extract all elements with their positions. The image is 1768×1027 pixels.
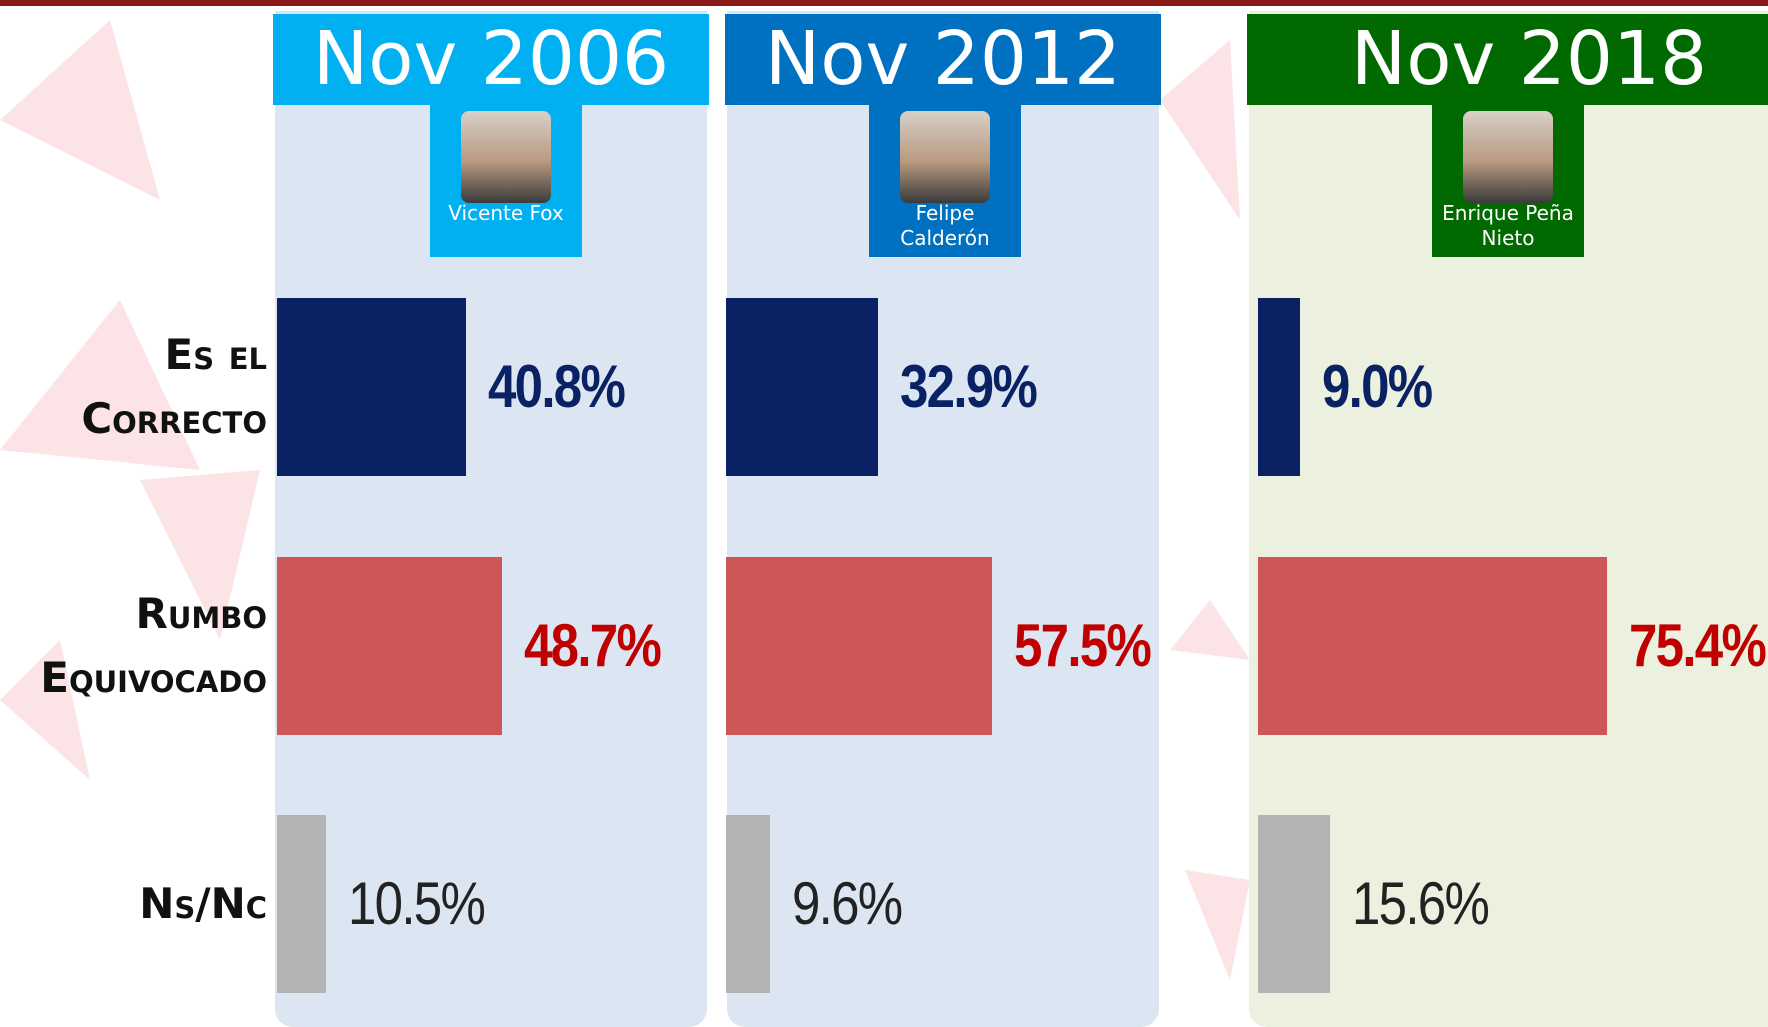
value-label: 75.4% bbox=[1629, 612, 1767, 679]
bar bbox=[1258, 298, 1300, 476]
value-label: 9.6% bbox=[792, 870, 903, 937]
bar bbox=[1258, 815, 1331, 993]
category-label: Es el Correcto bbox=[81, 330, 267, 443]
president-name: Vicente Fox bbox=[448, 201, 564, 225]
president-photo bbox=[1463, 111, 1553, 203]
president-card: Felipe Calderón bbox=[869, 105, 1021, 257]
bar bbox=[277, 298, 466, 476]
panel-header: Nov 2006 bbox=[273, 14, 709, 105]
president-name: Enrique Peña Nieto bbox=[1442, 201, 1574, 250]
category-label: Rumbo Equivocado bbox=[40, 589, 267, 702]
bar bbox=[726, 815, 771, 993]
value-label: 48.7% bbox=[524, 612, 662, 679]
value-label: 32.9% bbox=[900, 353, 1038, 420]
bar bbox=[277, 557, 503, 735]
bar bbox=[726, 298, 879, 476]
president-name: Felipe Calderón bbox=[900, 201, 990, 250]
panel-header: Nov 2018 bbox=[1247, 14, 1768, 105]
bar bbox=[726, 557, 993, 735]
value-label: 10.5% bbox=[347, 870, 486, 937]
value-label: 57.5% bbox=[1014, 612, 1152, 679]
value-label: 9.0% bbox=[1321, 353, 1433, 420]
president-card: Enrique Peña Nieto bbox=[1432, 105, 1584, 257]
value-label: 15.6% bbox=[1352, 870, 1490, 937]
category-label: Ns/Nc bbox=[139, 879, 267, 928]
bar bbox=[277, 815, 326, 993]
value-label: 40.8% bbox=[487, 353, 626, 420]
bar bbox=[1258, 557, 1608, 735]
president-photo bbox=[461, 111, 551, 203]
president-card: Vicente Fox bbox=[430, 105, 582, 257]
panel-header: Nov 2012 bbox=[725, 14, 1161, 105]
president-photo bbox=[900, 111, 990, 203]
